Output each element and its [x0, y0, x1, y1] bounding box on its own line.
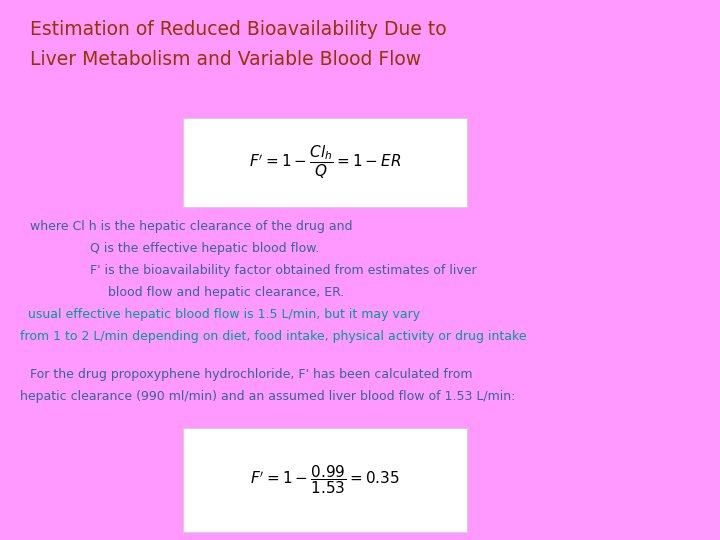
Text: $F^{\prime} = 1 - \dfrac{0.99}{1.53} = 0.35$: $F^{\prime} = 1 - \dfrac{0.99}{1.53} = 0… — [250, 464, 400, 496]
Text: hepatic clearance (990 ml/min) and an assumed liver blood flow of 1.53 L/min:: hepatic clearance (990 ml/min) and an as… — [20, 390, 516, 403]
FancyBboxPatch shape — [183, 118, 467, 207]
Text: $F^{\prime} = 1 - \dfrac{Cl_h}{Q} = 1 - ER$: $F^{\prime} = 1 - \dfrac{Cl_h}{Q} = 1 - … — [249, 144, 401, 181]
Text: blood flow and hepatic clearance, ER.: blood flow and hepatic clearance, ER. — [108, 286, 344, 299]
Text: from 1 to 2 L/min depending on diet, food intake, physical activity or drug inta: from 1 to 2 L/min depending on diet, foo… — [20, 330, 526, 343]
FancyBboxPatch shape — [183, 428, 467, 532]
Text: usual effective hepatic blood flow is 1.5 L/min, but it may vary: usual effective hepatic blood flow is 1.… — [28, 308, 420, 321]
Text: where Cl h is the hepatic clearance of the drug and: where Cl h is the hepatic clearance of t… — [30, 220, 353, 233]
Text: F' is the bioavailability factor obtained from estimates of liver: F' is the bioavailability factor obtaine… — [90, 264, 477, 277]
Text: Q is the effective hepatic blood flow.: Q is the effective hepatic blood flow. — [90, 242, 320, 255]
Text: Estimation of Reduced Bioavailability Due to: Estimation of Reduced Bioavailability Du… — [30, 20, 446, 39]
Text: For the drug propoxyphene hydrochloride, F' has been calculated from: For the drug propoxyphene hydrochloride,… — [30, 368, 472, 381]
Text: Liver Metabolism and Variable Blood Flow: Liver Metabolism and Variable Blood Flow — [30, 50, 421, 69]
